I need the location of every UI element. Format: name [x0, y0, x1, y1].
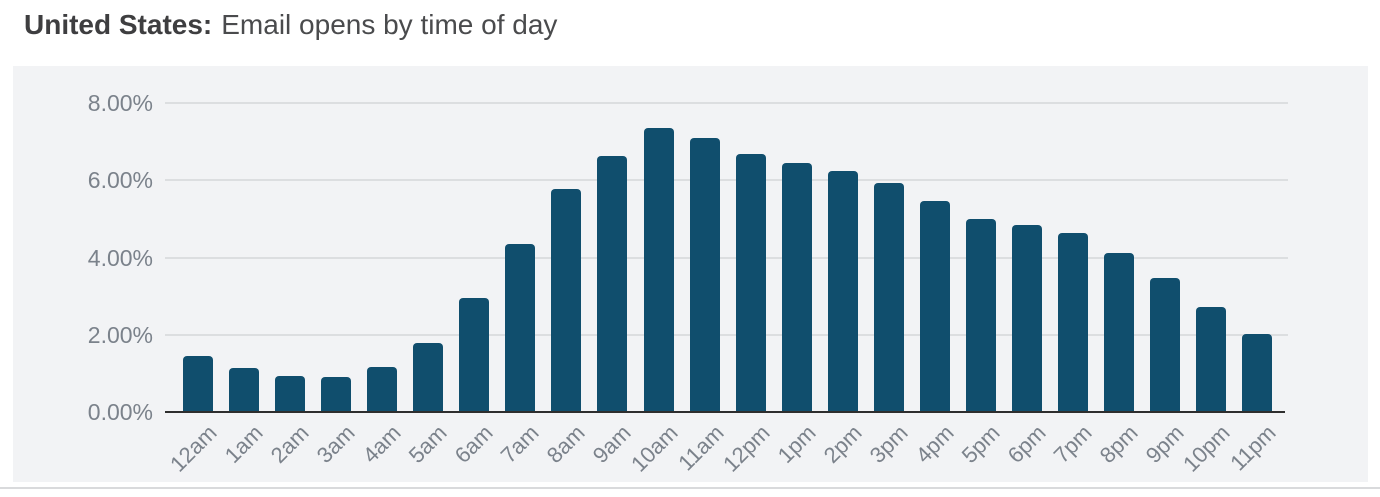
gridline	[165, 333, 1288, 336]
x-axis-tick-label: 7pm	[1048, 420, 1097, 468]
x-axis-line	[165, 411, 1285, 413]
bar-4am	[367, 366, 398, 412]
chart-title-region: United States:	[24, 9, 213, 40]
bar-7am	[505, 243, 536, 412]
y-axis-tick-label: 8.00%	[87, 90, 153, 116]
x-axis-tick-label: 1pm	[772, 420, 821, 468]
y-axis-tick-label: 6.00%	[87, 167, 153, 194]
bar-9pm	[1150, 277, 1181, 412]
x-axis-tick-label: 6am	[450, 420, 498, 468]
x-axis-tick-label: 12pm	[717, 420, 775, 477]
bar-2am	[275, 376, 306, 412]
y-axis-tick-label: 0.00%	[87, 399, 153, 425]
bar-6am	[459, 297, 490, 412]
x-axis-tick-label: 12am	[165, 420, 222, 477]
bar-3am	[321, 377, 352, 412]
bar-12pm	[735, 153, 766, 412]
bar-6pm	[1011, 224, 1042, 412]
bar-7pm	[1057, 233, 1088, 412]
x-axis-tick-label: 1am	[219, 420, 268, 468]
chart-title-subject: Email opens by time of day	[221, 9, 558, 40]
x-axis-tick-label: 8am	[542, 420, 591, 468]
bar-1am	[229, 368, 260, 412]
gridline	[165, 102, 1288, 104]
x-axis-tick-label: 10am	[625, 420, 683, 477]
bar-4pm	[919, 201, 950, 412]
x-axis-tick-label: 3am	[311, 420, 360, 468]
y-axis-tick-label: 2.00%	[87, 321, 153, 348]
x-axis-tick-label: 8pm	[1094, 420, 1143, 468]
x-axis-tick-label: 4am	[357, 420, 406, 468]
x-axis-tick-label: 5am	[403, 420, 452, 468]
bar-11am	[689, 137, 720, 412]
bar-8pm	[1104, 252, 1134, 412]
x-axis-tick-label: 11pm	[1225, 420, 1281, 476]
x-axis-tick-label: 3pm	[864, 420, 913, 468]
gridline	[165, 179, 1288, 182]
bar-1pm	[781, 162, 812, 412]
bar-9am	[597, 155, 628, 412]
bar-10pm	[1196, 306, 1227, 412]
bar-11pm	[1242, 333, 1273, 412]
bottom-divider	[0, 487, 1380, 489]
chart-panel: 0.00% 2.00% 4.00% 6.00% 8.00% 12am 1am 2am 3am 4a…	[13, 66, 1368, 482]
x-axis-tick-label: 2am	[265, 420, 314, 468]
bar-8am	[551, 189, 582, 412]
y-axis-tick-label: 4.00%	[87, 244, 153, 271]
x-axis-tick-label: 4pm	[910, 420, 959, 468]
x-axis-tick-label: 7am	[496, 420, 545, 468]
bar-2pm	[827, 170, 858, 412]
bar-12am	[183, 355, 213, 412]
chart-title: United States: Email opens by time of day	[24, 8, 557, 42]
gridline	[165, 256, 1288, 259]
x-axis-tick-label: 6pm	[1002, 420, 1051, 468]
bar-3pm	[873, 183, 904, 412]
x-axis-tick-label: 2pm	[818, 420, 867, 468]
bar-10am	[643, 128, 674, 412]
x-axis-tick-label: 5pm	[956, 420, 1005, 468]
x-axis-tick-label: 11am	[672, 420, 729, 476]
bar-5pm	[965, 218, 996, 412]
x-axis-tick-label: 10pm	[1178, 420, 1235, 477]
bar-5am	[413, 342, 444, 412]
plot-area: 0.00% 2.00% 4.00% 6.00% 8.00% 12am 1am 2am 3am 4a…	[13, 66, 1368, 482]
